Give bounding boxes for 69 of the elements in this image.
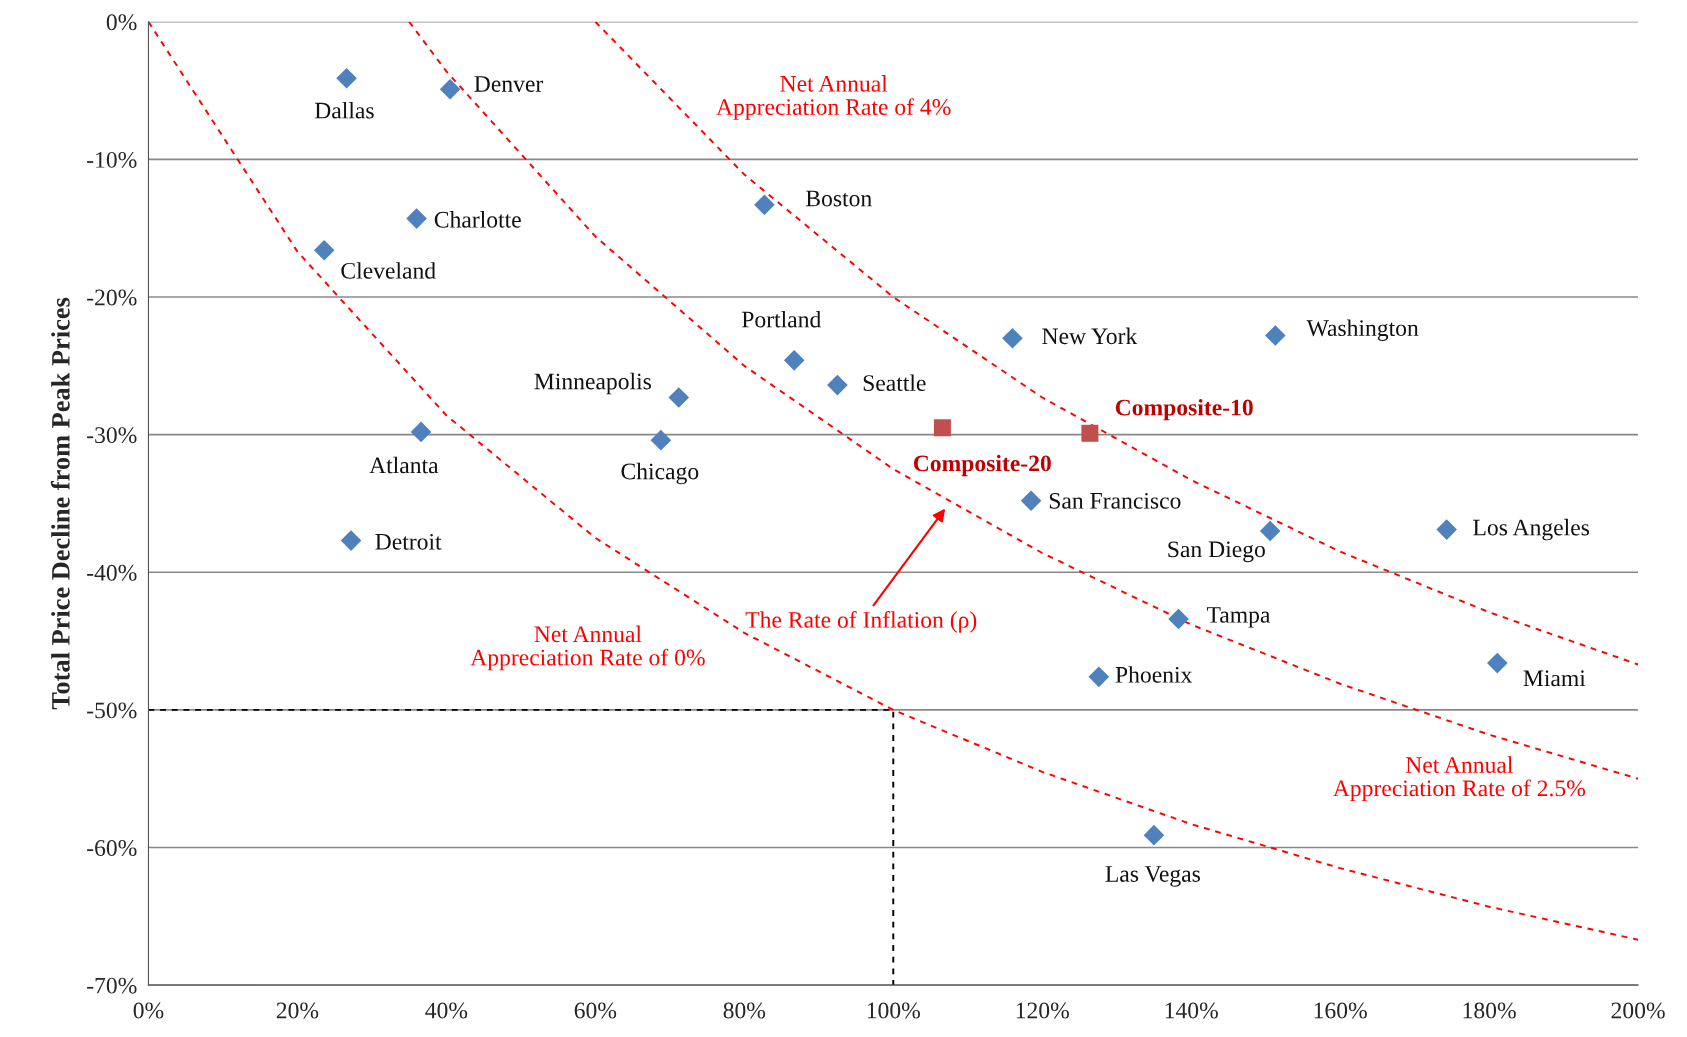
- x-tick-label: 100%: [867, 1002, 920, 1019]
- point: [439, 78, 461, 100]
- data-label: Composite-10: [1115, 398, 1253, 421]
- data-label: Seattle: [863, 374, 926, 392]
- point: [754, 194, 775, 216]
- data-label: Chicago: [621, 462, 699, 485]
- data-label: San Diego: [1168, 541, 1265, 563]
- point: [1020, 490, 1042, 512]
- data-label: Los Angeles: [1473, 518, 1590, 541]
- x-tick-label: 120%: [1016, 1002, 1069, 1019]
- x-tick-label: 20%: [276, 1002, 319, 1019]
- x-tick-label: 180%: [1463, 1002, 1516, 1019]
- data-label: New York: [1042, 327, 1138, 345]
- data-label: Denver: [474, 76, 544, 92]
- data-label: Miami: [1523, 670, 1586, 687]
- point: [340, 530, 362, 551]
- point: [1265, 325, 1286, 346]
- data-label: Portland: [741, 310, 822, 328]
- point: [783, 350, 805, 371]
- data-label: Atlanta: [369, 456, 439, 474]
- annotation: The Rate of Inflation (ρ): [745, 610, 977, 633]
- data-label: Phoenix: [1115, 666, 1193, 683]
- y-tick-label: -10%: [87, 151, 137, 168]
- y-tick-label: -70%: [87, 977, 137, 994]
- data-label: Cleveland: [341, 262, 436, 279]
- point: [1143, 824, 1165, 846]
- y-tick-label: -30%: [87, 427, 137, 444]
- data-label: Charlotte: [434, 211, 521, 228]
- x-tick-label: 160%: [1314, 1002, 1367, 1019]
- y-tick-label: -60%: [87, 840, 137, 857]
- data-label: Boston: [806, 190, 872, 207]
- point: [1002, 328, 1023, 349]
- point: [1259, 520, 1281, 542]
- y-tick-label: -20%: [87, 289, 137, 306]
- y-tick-label: -50%: [87, 702, 137, 719]
- y-tick-label: 0%: [106, 14, 137, 31]
- data-label: Composite-20: [913, 454, 1051, 477]
- x-tick-label: 80%: [723, 1002, 766, 1019]
- data-label: Dallas: [314, 101, 374, 119]
- point: [313, 239, 335, 261]
- point: [410, 421, 432, 443]
- data-label: Detroit: [375, 533, 442, 550]
- series-label: Net Annual Appreciation Rate of 0%: [470, 625, 705, 671]
- point: [668, 387, 690, 408]
- series-label: Net Annual Appreciation Rate of 4%: [716, 75, 951, 120]
- x-tick-label: 60%: [574, 1002, 617, 1019]
- point: [336, 67, 357, 89]
- point: [1168, 608, 1189, 630]
- point: [933, 419, 951, 437]
- point: [1487, 652, 1508, 674]
- x-tick-label: 0%: [133, 1002, 164, 1019]
- y-axis-title: Total Price Decline from Peak Prices: [50, 297, 70, 710]
- point: [1081, 424, 1099, 442]
- x-tick-label: 200%: [1611, 1002, 1665, 1019]
- y-tick-label: -40%: [87, 564, 137, 581]
- x-tick-label: 140%: [1165, 1002, 1218, 1019]
- series-label: Net Annual Appreciation Rate of 2.5%: [1333, 756, 1586, 802]
- data-label: San Francisco: [1049, 492, 1181, 509]
- x-tick-label: 40%: [425, 1002, 468, 1019]
- data-label: Las Vegas: [1105, 866, 1200, 887]
- point: [1436, 519, 1457, 540]
- point: [650, 429, 672, 451]
- data-label: Tampa: [1206, 607, 1271, 628]
- data-label: Washington: [1306, 319, 1419, 341]
- point: [1088, 666, 1110, 688]
- point: [827, 374, 848, 396]
- line-series: [148, 21, 1639, 941]
- data-label: Minneapolis: [534, 372, 651, 395]
- point: [406, 208, 427, 229]
